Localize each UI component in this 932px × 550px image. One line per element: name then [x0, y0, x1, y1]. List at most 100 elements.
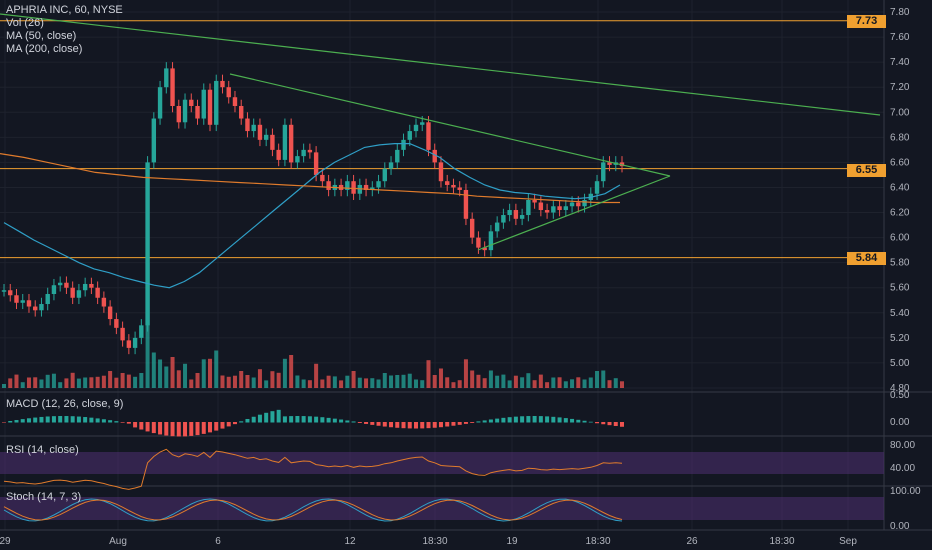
macd-histogram-bar — [58, 416, 63, 423]
macd-histogram-bar — [538, 416, 543, 423]
macd-histogram-bar — [326, 417, 331, 423]
macd-histogram-bar — [183, 422, 188, 437]
volume-bar — [407, 373, 412, 388]
volume-bar — [613, 378, 618, 388]
candle-body — [226, 87, 231, 98]
macd-histogram-bar — [476, 421, 481, 423]
macd-histogram-bar — [545, 416, 550, 423]
candle-body — [170, 68, 175, 106]
legend-ma200[interactable]: MA (200, close) — [6, 43, 83, 55]
macd-histogram-bar — [139, 422, 144, 430]
candle-body — [82, 283, 88, 291]
macd-histogram-bar — [70, 416, 75, 423]
candle-body — [89, 283, 94, 288]
price-tag-top: 7.73 — [847, 15, 886, 28]
candle-body — [295, 156, 300, 163]
volume-bar — [389, 375, 394, 388]
volume-bar — [158, 359, 163, 388]
y-tick-label: 5.00 — [890, 358, 910, 369]
candle-body — [382, 168, 387, 182]
macd-histogram-bar — [2, 422, 6, 423]
macd-histogram-bar — [201, 422, 206, 434]
x-tick-label: 6 — [215, 536, 221, 547]
x-tick-label: Aug — [109, 536, 127, 547]
volume-bar — [164, 366, 169, 388]
y-tick-label: 7.20 — [890, 82, 910, 93]
volume-bar — [276, 372, 281, 388]
macd-label[interactable]: MACD (12, 26, close, 9) — [6, 398, 124, 410]
stoch-label[interactable]: Stoch (14, 7, 3) — [6, 491, 82, 503]
macd-histogram-bar — [457, 422, 462, 425]
macd-histogram-bar — [120, 422, 125, 423]
macd-histogram-bar — [95, 418, 100, 423]
candle-body — [151, 118, 157, 163]
volume-bar — [470, 370, 475, 388]
macd-histogram-bar — [170, 422, 175, 437]
macd-histogram-bar — [239, 421, 244, 423]
volume-bar — [432, 375, 437, 388]
volume-bar — [364, 378, 369, 388]
candle-body — [432, 149, 437, 163]
volume-bar — [220, 375, 225, 388]
volume-bar — [89, 377, 94, 388]
volume-bar — [532, 380, 537, 388]
candle-body — [257, 124, 263, 140]
candle-body — [101, 297, 107, 307]
candle-body — [33, 306, 38, 311]
ma50-line — [3, 143, 621, 289]
volume-bar — [332, 376, 337, 388]
volume-bar — [183, 363, 188, 388]
candle-body — [519, 215, 525, 219]
candle-body — [132, 337, 138, 348]
volume-bar — [70, 372, 75, 388]
candle-body — [320, 174, 325, 182]
macd-histogram-bar — [176, 422, 181, 437]
macd-histogram-bar — [220, 422, 225, 429]
volume-bar — [170, 357, 175, 388]
rsi-tick-label: 40.00 — [890, 463, 915, 474]
y-tick-label: 6.20 — [890, 208, 910, 219]
macd-histogram-bar — [426, 422, 431, 429]
candle-body — [76, 290, 82, 298]
legend-ma50[interactable]: MA (50, close) — [6, 30, 77, 42]
y-tick-label: 6.00 — [890, 233, 910, 244]
candle-body — [538, 202, 544, 211]
volume-bar — [420, 380, 425, 388]
candle-body — [488, 231, 494, 251]
candle-body — [1, 290, 7, 292]
candle-body — [576, 202, 581, 207]
candle-body — [276, 149, 281, 160]
macd-histogram-bar — [133, 422, 138, 428]
macd-histogram-bar — [126, 422, 131, 424]
volume-bar — [51, 373, 56, 388]
macd-histogram-bar — [245, 418, 250, 423]
volume-bar — [557, 377, 562, 388]
volume-bar — [382, 373, 387, 388]
candle-body — [370, 187, 375, 190]
volume-bar — [451, 382, 456, 388]
legend-volume[interactable]: Vol (26) — [6, 17, 44, 29]
macd-histogram-bar — [376, 422, 381, 426]
candle-body — [551, 206, 556, 213]
rsi-label[interactable]: RSI (14, close) — [6, 444, 79, 456]
macd-histogram-bar — [270, 411, 275, 423]
macd-histogram-bar — [414, 422, 418, 429]
volume-bar — [270, 371, 275, 388]
volume-bar — [501, 374, 506, 388]
volume-bar — [264, 380, 269, 388]
candle-body — [351, 181, 356, 194]
candle-body — [45, 294, 50, 305]
candle-body — [469, 218, 475, 238]
volume-bar — [114, 377, 119, 388]
volume-bar — [445, 377, 450, 388]
stoch-tick-label: 0.00 — [890, 521, 910, 532]
macd-histogram-bar — [420, 422, 425, 429]
macd-histogram-bar — [395, 422, 400, 428]
macd-histogram-bar — [257, 414, 262, 423]
macd-histogram-bar — [507, 417, 512, 423]
volume-bar — [357, 377, 362, 388]
x-tick-label: 12 — [344, 536, 356, 547]
volume-bar — [176, 370, 181, 388]
candle-body — [438, 162, 444, 182]
